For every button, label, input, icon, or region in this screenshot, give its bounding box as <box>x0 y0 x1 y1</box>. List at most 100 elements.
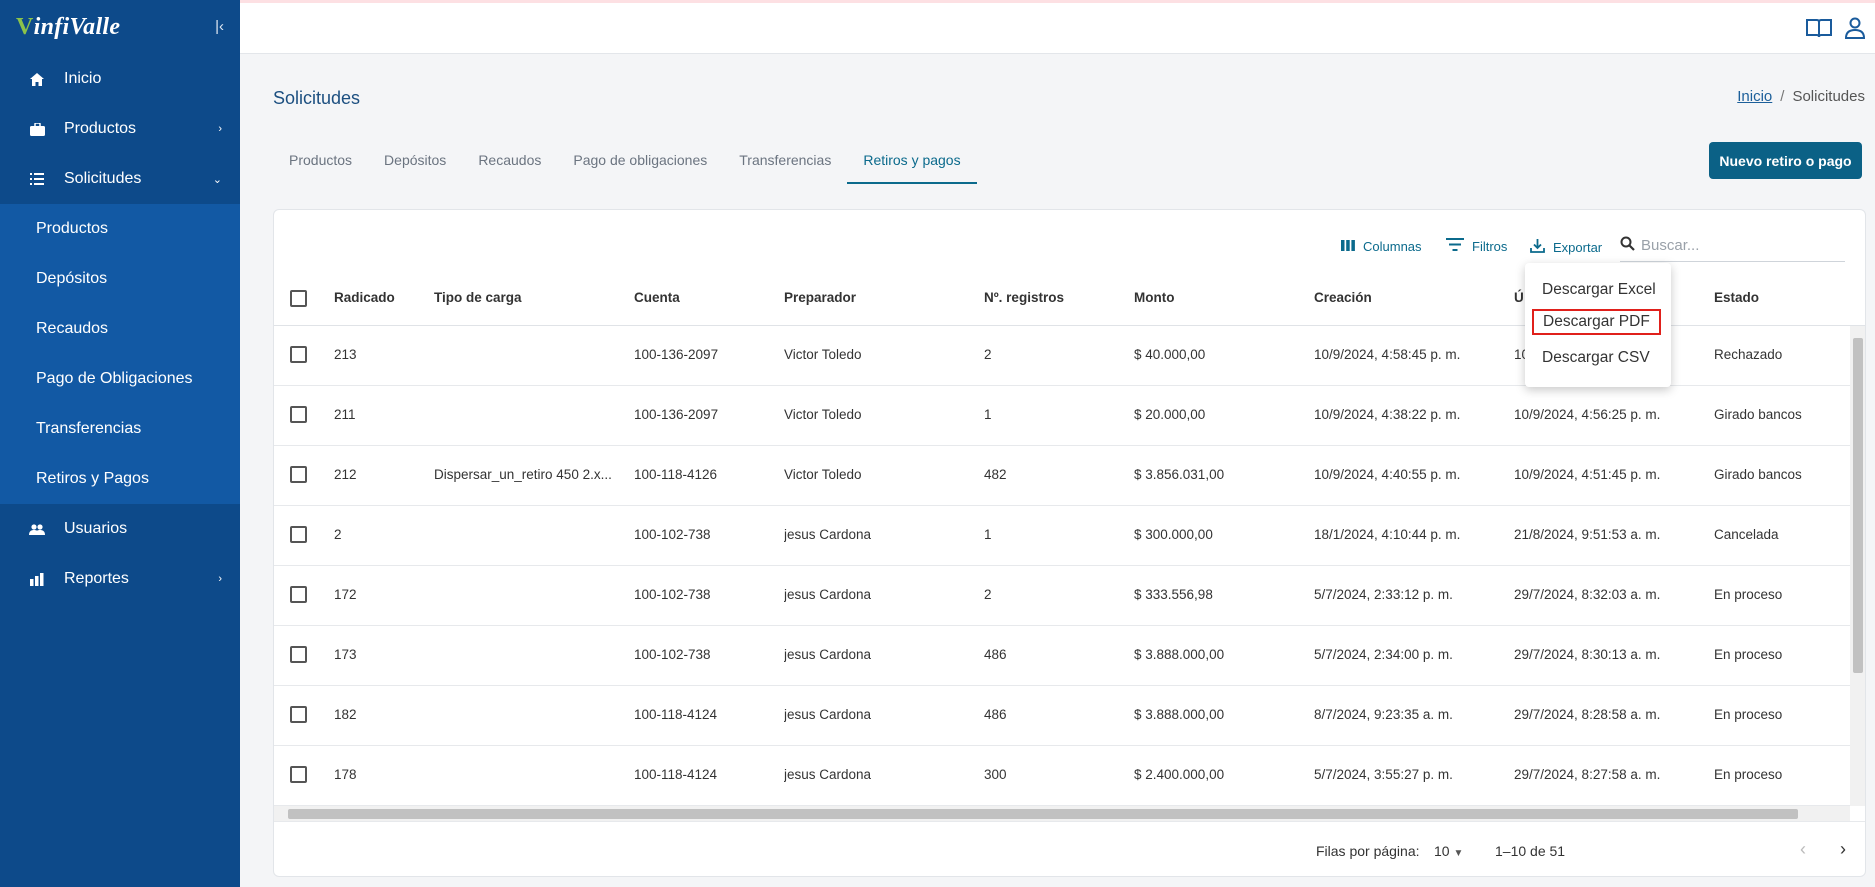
cell-creacion: 5/7/2024, 2:34:00 p. m. <box>1314 647 1453 662</box>
cell-estado: En proceso <box>1714 767 1783 782</box>
subitem-productos[interactable]: Productos <box>36 220 109 237</box>
filters-button[interactable]: Filtros <box>1446 238 1507 255</box>
tab-bar: Productos Depósitos Recaudos Pago de obl… <box>273 140 977 184</box>
export-pdf-item[interactable]: Descargar PDF <box>1532 309 1661 335</box>
previous-page-icon[interactable]: ‹ <box>1800 839 1806 859</box>
column-header-registros[interactable]: Nº. registros <box>984 290 1064 305</box>
column-header-creacion[interactable]: Creación <box>1314 290 1372 305</box>
cell-creacion: 5/7/2024, 2:33:12 p. m. <box>1314 587 1453 602</box>
columns-icon <box>1341 238 1355 255</box>
book-icon[interactable] <box>1805 17 1833 45</box>
table-row[interactable]: 2 100-102-738 jesus Cardona 1 $ 300.000,… <box>274 506 1850 566</box>
table-row[interactable]: 172 100-102-738 jesus Cardona 2 $ 333.55… <box>274 566 1850 626</box>
user-icon[interactable] <box>1844 17 1866 45</box>
briefcase-icon <box>26 122 48 136</box>
breadcrumb-home-link[interactable]: Inicio <box>1737 88 1773 105</box>
nav-item-solicitudes[interactable]: Solicitudes ⌄ <box>0 154 240 204</box>
pagination-range: 1–10 de 51 <box>1495 843 1566 859</box>
cell-ultima: 10/9/2024, 4:56:25 p. m. <box>1514 407 1661 422</box>
cell-radicado: 172 <box>334 587 357 602</box>
row-checkbox[interactable] <box>290 466 307 483</box>
caret-down-icon: ▼ <box>1453 848 1464 859</box>
cell-cuenta: 100-102-738 <box>634 527 711 542</box>
cell-preparador: jesus Cardona <box>784 767 872 782</box>
next-page-icon[interactable]: › <box>1840 839 1846 859</box>
new-withdrawal-button[interactable]: Nuevo retiro o pago <box>1709 142 1862 179</box>
tab-pago-obligaciones[interactable]: Pago de obligaciones <box>573 152 708 168</box>
cell-ultima: 29/7/2024, 8:32:03 a. m. <box>1514 587 1661 602</box>
tab-recaudos[interactable]: Recaudos <box>478 152 542 168</box>
table-row[interactable]: 182 100-118-4124 jesus Cardona 486 $ 3.8… <box>274 686 1850 746</box>
vertical-scrollbar[interactable] <box>1850 326 1865 806</box>
cell-radicado: 182 <box>334 707 357 722</box>
columns-button[interactable]: Columnas <box>1341 238 1422 255</box>
cell-cuenta: 100-102-738 <box>634 647 711 662</box>
table-row[interactable]: 212 Dispersar_un_retiro 450 2.x... 100-1… <box>274 446 1850 506</box>
brand-logo[interactable]: VinfiValle <box>16 13 121 40</box>
nav-item-productos[interactable]: Productos › <box>0 104 240 154</box>
tab-transferencias[interactable]: Transferencias <box>739 152 832 168</box>
vertical-scroll-thumb[interactable] <box>1853 338 1863 673</box>
table-row[interactable]: 211 100-136-2097 Victor Toledo 1 $ 20.00… <box>274 386 1850 446</box>
row-checkbox[interactable] <box>290 346 307 363</box>
select-all-checkbox[interactable] <box>290 290 307 307</box>
column-header-tipo-carga[interactable]: Tipo de carga <box>434 290 522 305</box>
export-button[interactable]: Exportar <box>1530 238 1602 257</box>
cell-radicado: 2 <box>334 527 342 542</box>
table-row[interactable]: 178 100-118-4124 jesus Cardona 300 $ 2.4… <box>274 746 1850 806</box>
cell-registros: 2 <box>984 347 992 362</box>
nav-item-usuarios[interactable]: Usuarios <box>0 504 240 554</box>
cell-cuenta: 100-118-4124 <box>634 707 718 722</box>
cell-radicado: 173 <box>334 647 357 662</box>
tab-depositos[interactable]: Depósitos <box>384 152 447 168</box>
nav-item-inicio[interactable]: Inicio <box>0 54 240 104</box>
column-header-monto[interactable]: Monto <box>1134 290 1175 305</box>
cell-cuenta: 100-118-4124 <box>634 767 718 782</box>
rows-per-page-select[interactable]: 10 ▼ <box>1434 843 1464 859</box>
table-row[interactable]: 173 100-102-738 jesus Cardona 486 $ 3.88… <box>274 626 1850 686</box>
export-excel-item[interactable]: Descargar Excel <box>1542 281 1656 298</box>
cell-monto: $ 20.000,00 <box>1134 407 1206 422</box>
collapse-sidebar-icon[interactable]: |‹ <box>215 18 224 35</box>
list-icon <box>26 173 48 185</box>
subitem-pago-obligaciones[interactable]: Pago de Obligaciones <box>36 370 193 387</box>
subitem-retiros-pagos[interactable]: Retiros y Pagos <box>36 470 149 487</box>
export-menu: Descargar Excel Descargar PDF Descargar … <box>1525 263 1671 387</box>
cell-cuenta: 100-136-2097 <box>634 347 719 362</box>
search-input[interactable] <box>1641 237 1831 254</box>
cell-monto: $ 3.888.000,00 <box>1134 647 1225 662</box>
row-checkbox[interactable] <box>290 706 307 723</box>
cell-estado: Cancelada <box>1714 527 1779 542</box>
row-checkbox[interactable] <box>290 646 307 663</box>
subitem-recaudos[interactable]: Recaudos <box>36 320 109 337</box>
export-csv-item[interactable]: Descargar CSV <box>1542 349 1650 366</box>
row-checkbox[interactable] <box>290 766 307 783</box>
row-checkbox[interactable] <box>290 526 307 543</box>
subitem-transferencias[interactable]: Transferencias <box>36 420 142 437</box>
cell-estado: Girado bancos <box>1714 407 1802 422</box>
tab-retiros-pagos[interactable]: Retiros y pagos <box>847 140 977 184</box>
column-header-radicado[interactable]: Radicado <box>334 290 395 305</box>
table-row[interactable]: 213 100-136-2097 Victor Toledo 2 $ 40.00… <box>274 326 1850 386</box>
nav-item-reportes[interactable]: Reportes › <box>0 554 240 604</box>
column-header-cuenta[interactable]: Cuenta <box>634 290 680 305</box>
column-header-preparador[interactable]: Preparador <box>784 290 857 305</box>
row-checkbox[interactable] <box>290 586 307 603</box>
cell-creacion: 10/9/2024, 4:40:55 p. m. <box>1314 467 1461 482</box>
chart-icon <box>26 572 48 586</box>
column-header-estado[interactable]: Estado <box>1714 290 1760 305</box>
cell-cuenta: 100-136-2097 <box>634 407 719 422</box>
users-icon <box>26 523 48 535</box>
cell-ultima: 29/7/2024, 8:27:58 a. m. <box>1514 767 1661 782</box>
horizontal-scroll-thumb[interactable] <box>288 809 1798 819</box>
subitem-depositos[interactable]: Depósitos <box>36 270 108 287</box>
home-icon <box>26 72 48 86</box>
search-icon <box>1620 236 1635 256</box>
horizontal-scrollbar[interactable] <box>274 806 1850 821</box>
chevron-right-icon: › <box>218 573 222 585</box>
row-checkbox[interactable] <box>290 406 307 423</box>
tab-productos[interactable]: Productos <box>289 152 353 168</box>
column-header-ultima[interactable]: Ú <box>1514 290 1524 305</box>
nav-item-label: Solicitudes <box>64 170 142 187</box>
filter-icon <box>1446 238 1464 255</box>
